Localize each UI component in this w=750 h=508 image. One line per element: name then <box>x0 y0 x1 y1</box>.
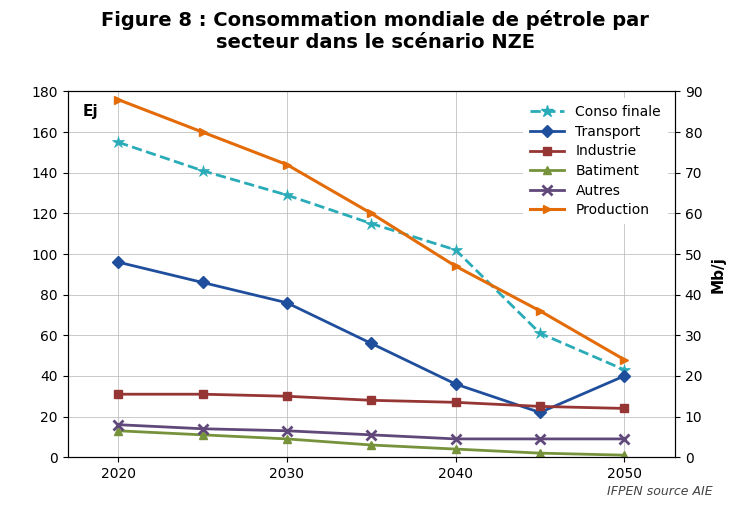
Conso finale <box>283 192 292 198</box>
Autres <box>452 436 460 442</box>
Batiment <box>536 450 544 456</box>
Conso finale <box>367 220 376 227</box>
Line: Conso finale: Conso finale <box>112 136 631 376</box>
Text: Figure 8 : Consommation mondiale de pétrole par
secteur dans le scénario NZE: Figure 8 : Consommation mondiale de pétr… <box>101 10 649 52</box>
Autres <box>536 436 544 442</box>
Batiment <box>620 452 629 458</box>
Autres <box>198 426 207 432</box>
Industrie <box>536 403 544 409</box>
Batiment <box>452 446 460 452</box>
Transport <box>198 279 207 285</box>
Batiment <box>114 428 123 434</box>
Line: Transport: Transport <box>114 258 628 417</box>
Industrie <box>367 397 376 403</box>
Conso finale <box>620 367 629 373</box>
Line: Batiment: Batiment <box>114 427 628 459</box>
Line: Production: Production <box>114 96 628 364</box>
Line: Industrie: Industrie <box>114 390 628 412</box>
Batiment <box>367 442 376 448</box>
Y-axis label: Mb/j: Mb/j <box>711 256 726 293</box>
Autres <box>367 432 376 438</box>
Industrie <box>114 391 123 397</box>
Conso finale <box>198 168 207 174</box>
Industrie <box>452 399 460 405</box>
Autres <box>283 428 292 434</box>
Production <box>536 308 544 314</box>
Transport <box>620 373 629 379</box>
Industrie <box>620 405 629 411</box>
Transport <box>114 259 123 265</box>
Transport <box>452 381 460 387</box>
Batiment <box>198 432 207 438</box>
Transport <box>536 409 544 416</box>
Production <box>452 263 460 269</box>
Industrie <box>283 393 292 399</box>
Industrie <box>198 391 207 397</box>
Conso finale <box>452 247 460 253</box>
Batiment <box>283 436 292 442</box>
Production <box>198 129 207 135</box>
Production <box>283 162 292 168</box>
Production <box>114 97 123 103</box>
Conso finale <box>114 139 123 145</box>
Autres <box>620 436 629 442</box>
Legend: Conso finale, Transport, Industrie, Batiment, Autres, Production: Conso finale, Transport, Industrie, Bati… <box>523 99 668 224</box>
Line: Autres: Autres <box>113 420 629 444</box>
Conso finale <box>536 330 544 336</box>
Text: Ej: Ej <box>82 104 98 119</box>
Text: IFPEN source AIE: IFPEN source AIE <box>607 485 712 498</box>
Transport <box>283 300 292 306</box>
Autres <box>114 422 123 428</box>
Transport <box>367 340 376 346</box>
Production <box>620 357 629 363</box>
Production <box>367 210 376 216</box>
